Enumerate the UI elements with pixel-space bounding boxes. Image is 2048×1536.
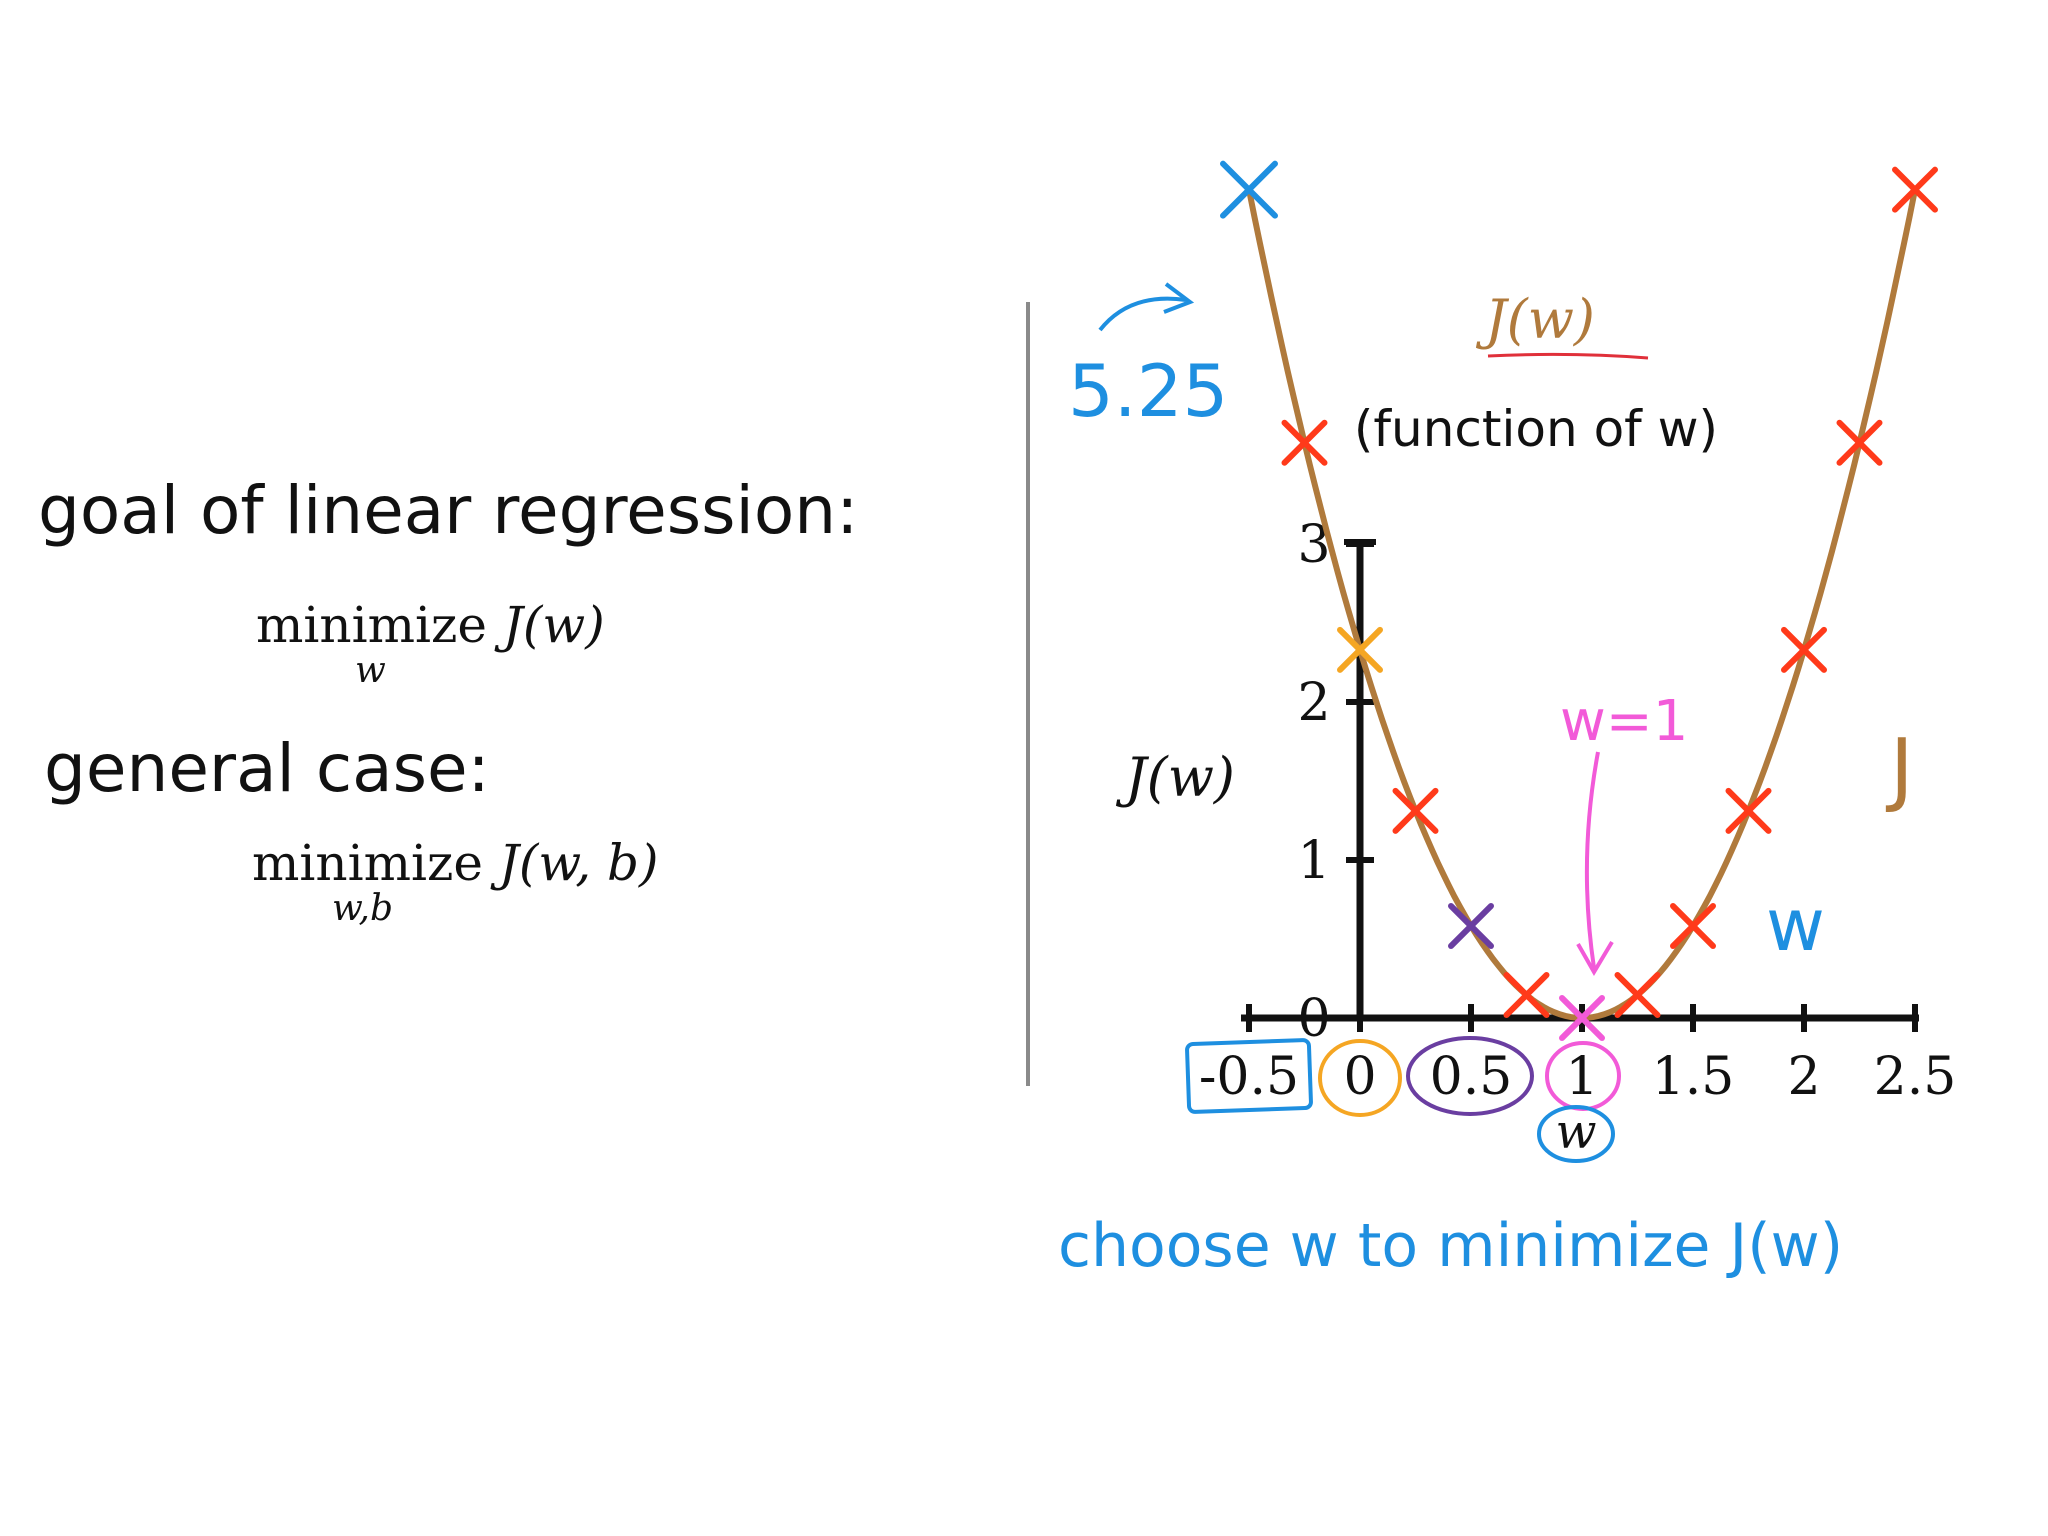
title-underline [1487,352,1649,360]
goal-minimize-word: minimize [256,596,487,654]
y-axis-label: J(w) [1115,746,1235,809]
goal-heading: goal of linear regression: [38,472,859,549]
data-point-marker [1836,419,1883,466]
start-arrow [1098,296,1187,332]
x-axis-label-circle [1537,1105,1615,1163]
annotation-w-label: w [1766,883,1825,967]
y-tick-label: 2 [1297,673,1330,733]
general-objective: J(w, b) [498,834,659,892]
min-arrow [1584,751,1600,969]
x-ticks-group: -0.5 0 0.5 1 1.5 2 2.5 [1199,1004,1956,1107]
panel-divider [1026,302,1030,1086]
data-point-stroke [1670,902,1716,949]
data-point-stroke [1448,902,1494,949]
data-point-stroke [1836,419,1883,466]
data-point-stroke [1220,160,1278,219]
data-point-stroke [1392,787,1439,834]
data-point-marker [1503,971,1550,1018]
x-tick-label: 1 [1565,1047,1598,1107]
start-arrow-head [1163,282,1195,314]
data-point-marker [1392,787,1439,834]
data-point-stroke [1337,626,1383,673]
data-points-group [1220,160,1938,1041]
goal-objective: J(w) [502,596,605,654]
chart-subtitle: (function of w) [1354,400,1718,458]
data-point-marker [1670,902,1716,949]
general-case-heading: general case: [44,730,490,807]
annotation-curve-label: J [1885,722,1914,815]
goal-minimize-expression: minimize J(w) [256,596,605,654]
data-point-stroke [1892,166,1938,213]
data-point-marker [1614,971,1661,1018]
data-point-marker [1781,626,1827,673]
tick-circle-half [1406,1036,1534,1116]
general-minimize-word: minimize [252,834,483,892]
annotation-top-value: 5.25 [1068,349,1228,433]
general-minimize-subscript: w,b [332,888,394,929]
annotation-bottom-note: choose w to minimize J(w) [1058,1211,1843,1281]
data-point-stroke [1281,419,1328,466]
data-point-marker [1448,902,1494,949]
data-point-stroke [1781,626,1827,673]
x-tick-label: 0 [1343,1047,1376,1107]
data-point-stroke [1725,787,1772,834]
x-tick-label: 2 [1787,1047,1820,1107]
data-point-marker [1337,626,1383,673]
goal-minimize-subscript: w [355,650,386,691]
x-tick-label: -0.5 [1199,1047,1299,1107]
data-point-stroke [1559,995,1605,1041]
x-tick-label: 0.5 [1430,1047,1513,1107]
data-point-marker [1281,419,1328,466]
y-tick-label: 1 [1297,831,1330,891]
data-point-marker [1220,160,1278,219]
min-arrow-head [1576,940,1614,976]
data-point-stroke [1614,971,1661,1018]
x-tick-label: 1.5 [1652,1047,1735,1107]
data-point-marker [1892,166,1938,213]
chart-title: J(w) [1475,288,1595,351]
data-point-marker [1559,995,1605,1041]
x-tick-label: 2.5 [1874,1047,1957,1107]
tick-box-neg-half [1185,1038,1313,1114]
x-axis-label: w [1555,1104,1596,1160]
annotation-min-label: w=1 [1560,689,1688,754]
tick-circle-zero [1318,1039,1402,1117]
general-minimize-expression: minimize J(w, b) [252,834,659,892]
data-point-stroke [1503,971,1550,1018]
data-point-marker [1725,787,1772,834]
